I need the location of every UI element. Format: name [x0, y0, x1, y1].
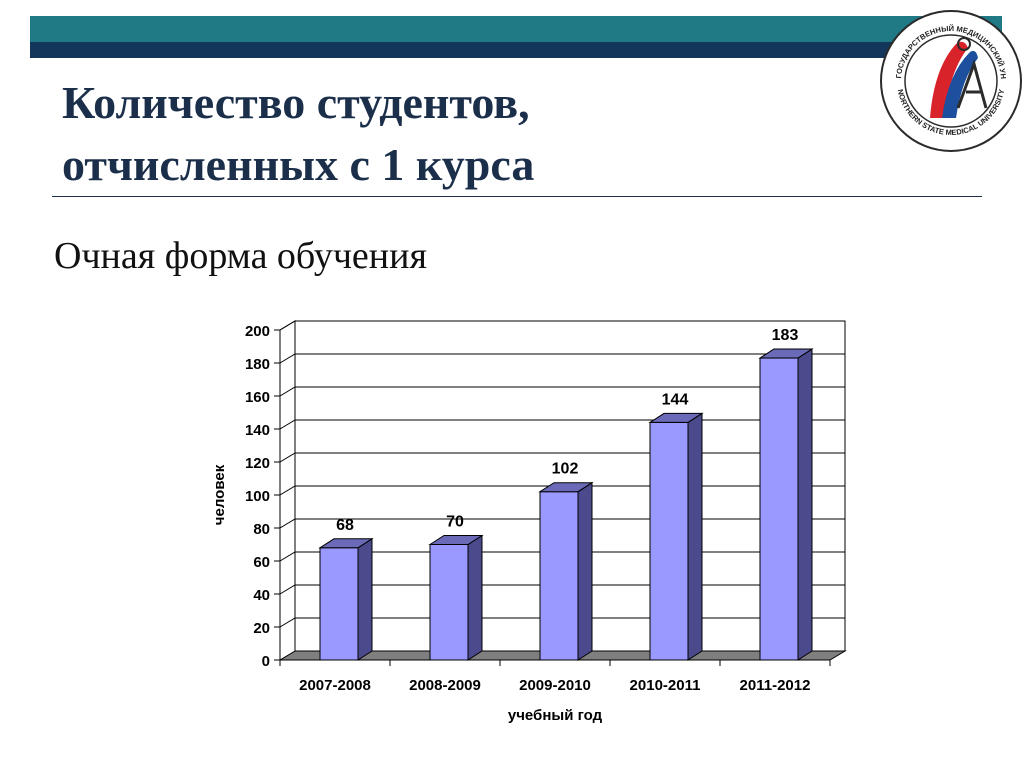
gridline [279, 320, 845, 331]
y-tick-label: 20 [253, 620, 270, 637]
data-label: 183 [772, 327, 799, 344]
title-line-2: отчисленных с 1 курса [62, 139, 535, 190]
data-label: 68 [336, 517, 354, 534]
y-tick-label: 80 [253, 521, 270, 538]
y-tick-label: 40 [253, 587, 270, 604]
y-axis-label: человек [211, 464, 228, 525]
data-label: 144 [662, 391, 689, 408]
bar [649, 421, 689, 661]
bar-side [467, 534, 483, 661]
bar-top [538, 482, 594, 493]
title-line-1: Количество студентов, [62, 77, 530, 128]
slide-subtitle: Очная форма обучения [54, 235, 427, 277]
bar-top [648, 412, 704, 423]
title-divider [52, 196, 982, 197]
y-tick-label: 0 [262, 653, 270, 670]
x-tick-label: 2008-2009 [409, 677, 481, 694]
university-logo: СЕВЕРНЫЙ ГОСУДАРСТВЕННЫЙ МЕДИЦИНСКИЙ УНИ… [878, 8, 1022, 152]
gridline [279, 386, 845, 397]
y-tick-label: 140 [245, 422, 270, 439]
header-band-navy [30, 42, 1002, 58]
x-axis-label: учебный год [508, 707, 603, 724]
y-tick-label: 160 [245, 389, 270, 406]
data-label: 70 [446, 514, 464, 531]
bar-side [577, 481, 593, 661]
bar [539, 491, 579, 661]
x-tick-label: 2010-2011 [630, 677, 701, 694]
y-tick-label: 200 [245, 323, 270, 340]
x-tick-label: 2007-2008 [299, 677, 371, 694]
bar-top [758, 348, 814, 359]
y-tick-label: 180 [245, 356, 270, 373]
data-label: 102 [552, 461, 579, 478]
bar-top [318, 538, 374, 549]
bar-side [687, 412, 703, 661]
bar [759, 357, 799, 661]
x-tick-label: 2011-2012 [740, 677, 811, 694]
x-tick-label: 2009-2010 [519, 677, 591, 694]
bar [319, 547, 359, 661]
bar [429, 544, 469, 661]
y-tick-label: 120 [245, 455, 270, 472]
header-band-teal [30, 16, 1002, 42]
bar-top [428, 535, 484, 545]
y-tick-label: 60 [253, 554, 270, 571]
bar-side [797, 348, 813, 661]
slide-title: Количество студентов, отчисленных с 1 ку… [62, 72, 862, 196]
bar-side [357, 537, 373, 661]
gridline [279, 353, 845, 364]
y-tick-label: 100 [245, 488, 270, 505]
